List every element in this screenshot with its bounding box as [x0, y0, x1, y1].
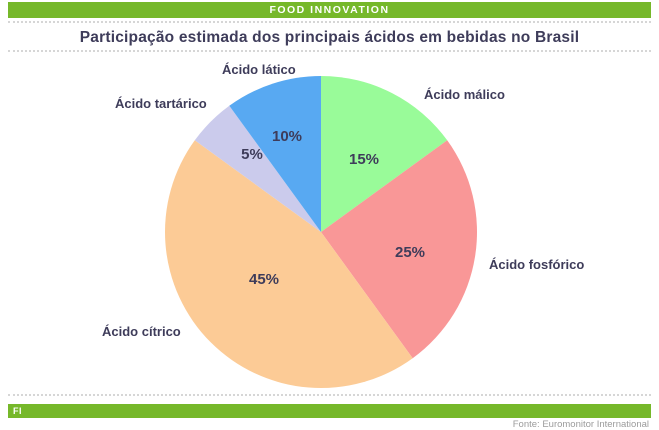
divider-bottom: [8, 394, 651, 396]
pie-slice-4: [229, 76, 321, 232]
pie-slice-0: [321, 76, 448, 232]
brand-initials: FI: [13, 406, 22, 416]
pct-label-citrico: 45%: [248, 271, 280, 288]
pct-label-latico: 10%: [271, 128, 303, 145]
slice-label-citrico: Ácido cítrico: [102, 324, 181, 339]
header-brand-bar: FOOD INNOVATION: [8, 2, 651, 18]
divider-under-title: [8, 50, 651, 52]
brand-name: FOOD INNOVATION: [269, 4, 390, 16]
slice-label-tartarico: Ácido tartárico: [115, 96, 207, 111]
pie-slice-3: [194, 105, 321, 232]
pie-chart: [160, 71, 482, 393]
pct-label-tartarico: 5%: [241, 146, 263, 163]
pie-slice-2: [164, 140, 413, 389]
pct-label-malico: 15%: [348, 151, 380, 168]
divider-top: [8, 21, 651, 23]
footer-brand-bar: FI: [8, 404, 651, 418]
pct-label-fosforico: 25%: [394, 244, 426, 261]
slice-label-malico: Ácido málico: [424, 87, 505, 102]
pie-svg: [164, 76, 478, 389]
slice-label-fosforico: Ácido fosfórico: [489, 257, 585, 272]
slice-label-latico: Ácido lático: [222, 62, 296, 77]
pie-slice-1: [321, 140, 478, 359]
source-attribution: Fonte: Euromonitor International: [512, 419, 649, 430]
chart-title: Participação estimada dos principais áci…: [79, 29, 580, 46]
